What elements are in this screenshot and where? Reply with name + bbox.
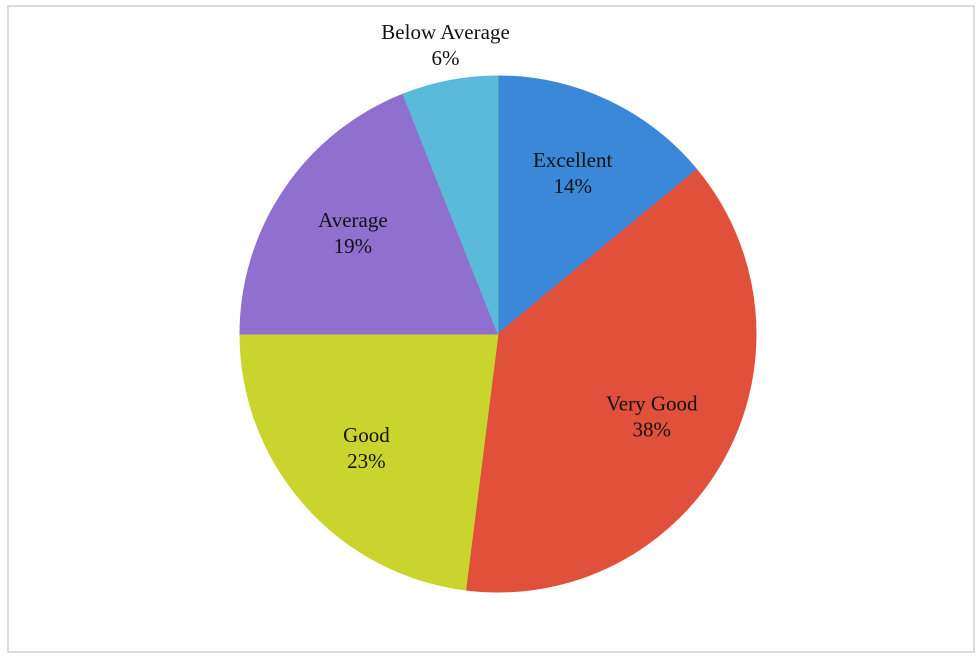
- slice-label: Very Good: [606, 391, 698, 415]
- slice-label: Excellent: [533, 148, 612, 172]
- slice-value-label: 19%: [334, 234, 373, 258]
- slice-label: Average: [318, 208, 388, 232]
- slice-value-label: 6%: [432, 46, 460, 70]
- pie-slice: [239, 93, 499, 335]
- pie-slice: [402, 75, 499, 335]
- slice-label: Below Average: [381, 20, 509, 44]
- pie-slice: [239, 333, 499, 591]
- pie-slice: [465, 168, 757, 593]
- slice-value-label: 38%: [632, 417, 671, 441]
- pie-slice: [497, 75, 698, 336]
- slice-label: Good: [343, 423, 390, 447]
- slice-value-label: 23%: [347, 449, 386, 473]
- slice-value-label: 14%: [553, 174, 592, 198]
